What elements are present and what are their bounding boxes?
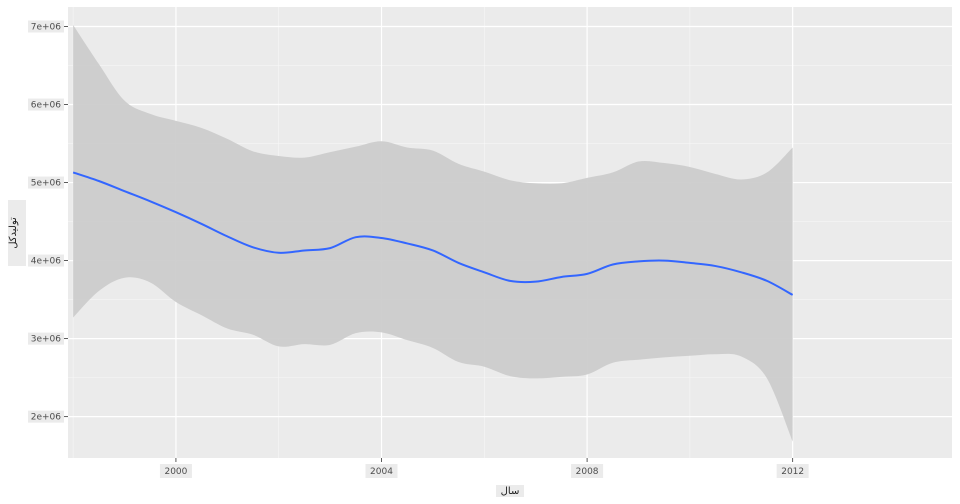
x-tick-label: 2004 <box>370 467 393 477</box>
x-axis-title: سال <box>501 486 520 497</box>
confidence-band <box>73 24 793 442</box>
x-tick-label-bg <box>571 464 604 478</box>
y-tick-label-bg <box>28 254 64 267</box>
x-axis: 2000 2004 2008 2012 <box>159 458 809 497</box>
y-tick-label: 6e+06 <box>31 101 62 111</box>
y-tick-label-bg <box>28 98 64 111</box>
y-tick-label: 4e+06 <box>31 257 62 267</box>
confidence-band-layer <box>73 24 793 442</box>
y-tick-label: 3e+06 <box>31 335 62 345</box>
x-tick-label: 2012 <box>781 467 804 477</box>
y-tick-label: 2e+06 <box>31 413 62 423</box>
x-tick-label: 2008 <box>576 467 599 477</box>
x-axis-title-bg <box>496 485 524 497</box>
x-tick-label-bg <box>365 464 398 478</box>
x-tick-label-bg <box>776 464 809 478</box>
y-tick-label: 7e+06 <box>31 23 62 33</box>
y-tick-label-bg <box>28 20 64 33</box>
x-tick-label: 2000 <box>164 467 187 477</box>
smooth-trend-line <box>72 171 794 296</box>
y-tick-label-bg <box>28 410 64 423</box>
y-axis-title-bg <box>8 200 26 266</box>
y-axis-title: تولیدکل <box>8 217 19 249</box>
y-tick-label: 5e+06 <box>31 179 62 189</box>
x-tick-label-bg <box>159 464 192 478</box>
y-tick-label-bg <box>28 332 64 345</box>
y-tick-label-bg <box>28 176 64 189</box>
smooth-line-layer <box>72 171 794 296</box>
y-axis: 2e+06 3e+06 4e+06 5e+06 6e+06 7e+06 <box>8 20 68 423</box>
